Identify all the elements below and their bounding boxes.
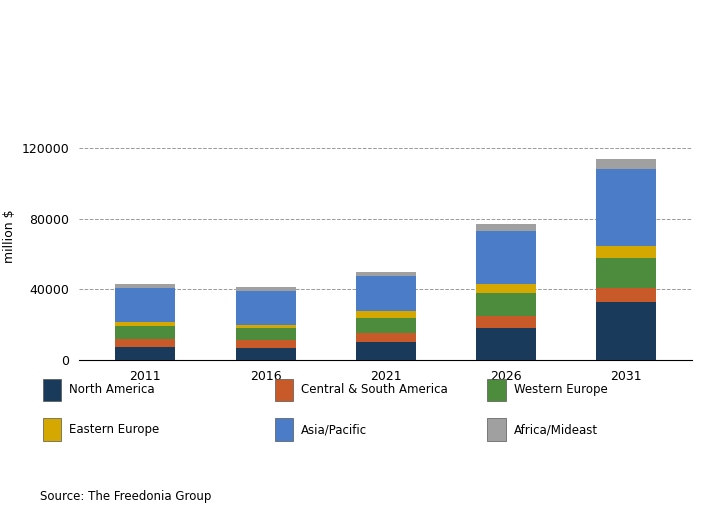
- Bar: [355, 311, 416, 318]
- FancyBboxPatch shape: [43, 418, 61, 441]
- Bar: [115, 284, 175, 288]
- Bar: [355, 272, 416, 276]
- Text: 2011, 2016, 2021, 2026, & 2031: 2011, 2016, 2021, 2026, & 2031: [9, 49, 247, 62]
- Bar: [476, 231, 536, 284]
- Text: Freedonia: Freedonia: [578, 83, 647, 97]
- Bar: [596, 159, 656, 169]
- Text: Eastern Europe: Eastern Europe: [69, 423, 159, 436]
- Bar: [115, 322, 175, 326]
- FancyBboxPatch shape: [43, 379, 61, 401]
- Text: Western Europe: Western Europe: [513, 383, 607, 396]
- Bar: [236, 291, 296, 324]
- Bar: [236, 328, 296, 340]
- Text: (million dollars): (million dollars): [9, 71, 128, 84]
- Bar: [476, 293, 536, 316]
- Text: North America: North America: [69, 383, 155, 396]
- Text: Africa/Mideast: Africa/Mideast: [513, 423, 598, 436]
- Bar: [236, 324, 296, 328]
- Bar: [115, 326, 175, 339]
- Bar: [476, 328, 536, 360]
- Bar: [355, 318, 416, 334]
- Bar: [355, 276, 416, 311]
- Bar: [476, 316, 536, 328]
- Bar: [596, 258, 656, 287]
- Bar: [115, 339, 175, 347]
- Bar: [476, 284, 536, 293]
- Text: Source: The Freedonia Group: Source: The Freedonia Group: [40, 489, 211, 503]
- Bar: [355, 334, 416, 342]
- Bar: [115, 288, 175, 322]
- Text: Central & South America: Central & South America: [301, 383, 448, 396]
- Text: Figure 3-2.: Figure 3-2.: [9, 10, 91, 23]
- Bar: [236, 348, 296, 360]
- FancyBboxPatch shape: [275, 418, 293, 441]
- Bar: [355, 342, 416, 360]
- Text: Global Farm Tractor Demand by Region,: Global Farm Tractor Demand by Region,: [9, 29, 308, 43]
- Y-axis label: million $: million $: [4, 210, 17, 263]
- Bar: [596, 169, 656, 246]
- Bar: [476, 224, 536, 231]
- Bar: [236, 340, 296, 348]
- Bar: [115, 347, 175, 360]
- Bar: [596, 302, 656, 360]
- FancyBboxPatch shape: [487, 379, 505, 401]
- Bar: [596, 246, 656, 258]
- FancyBboxPatch shape: [275, 379, 293, 401]
- Bar: [596, 287, 656, 302]
- Text: Asia/Pacific: Asia/Pacific: [301, 423, 368, 436]
- Bar: [236, 287, 296, 291]
- FancyBboxPatch shape: [487, 418, 505, 441]
